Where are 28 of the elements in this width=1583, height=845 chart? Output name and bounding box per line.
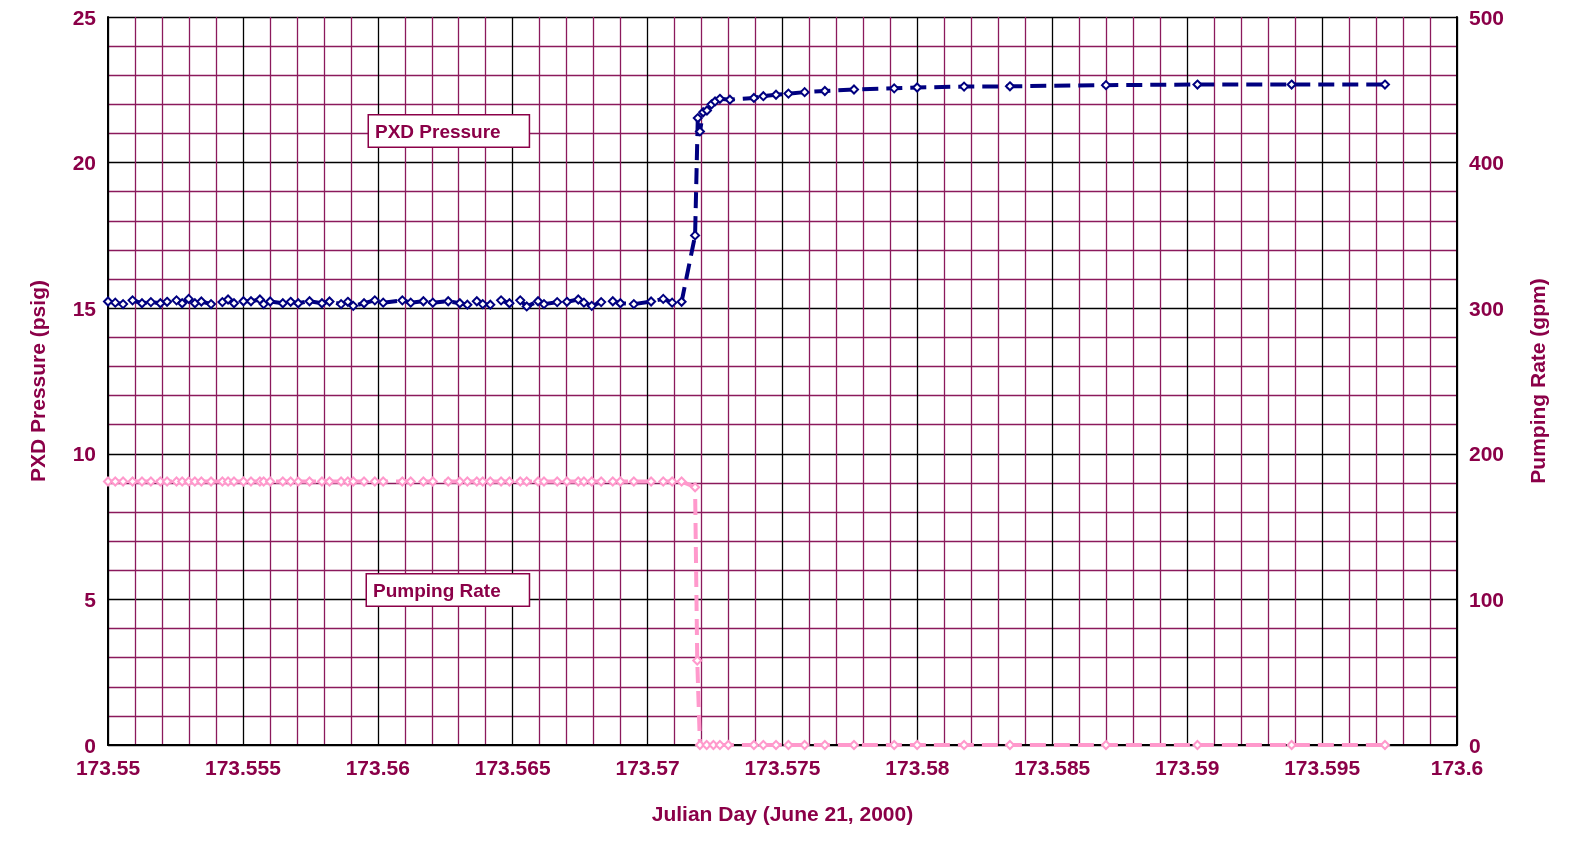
y2-tick-label: 100 [1469, 587, 1505, 611]
y2-tick-label: 0 [1469, 733, 1481, 757]
y-axis-title: PXD Pressure (psig) [26, 280, 49, 482]
y-tick-label: 10 [72, 442, 96, 466]
y-tick-label: 0 [84, 733, 96, 757]
y2-tick-label: 500 [1469, 5, 1505, 29]
annotation: Pumping Rate [373, 579, 501, 601]
y2-axis-title: Pumping Rate (gpm) [1526, 278, 1549, 484]
y2-tick-label: 200 [1469, 442, 1505, 466]
x-tick-label: 173.55 [75, 756, 141, 779]
x-tick-label: 173.555 [204, 756, 282, 779]
y2-tick-label: 300 [1469, 296, 1505, 320]
y-tick-label: 5 [84, 587, 97, 611]
x-tick-label: 173.56 [345, 756, 410, 779]
x-tick-label: 173.595 [1284, 756, 1361, 779]
y-tick-label: 25 [72, 5, 97, 29]
x-tick-label: 173.6 [1430, 756, 1484, 779]
x-tick-label: 173.585 [1014, 756, 1091, 779]
y-tick-label: 15 [72, 296, 97, 320]
y2-tick-label: 400 [1469, 151, 1505, 175]
annotation: PXD Pressure [375, 120, 501, 142]
x-tick-label: 173.58 [885, 756, 950, 779]
x-axis-title: Julian Day (June 21, 2000) [651, 802, 914, 825]
y-tick-label: 20 [72, 151, 96, 175]
x-tick-label: 173.565 [474, 756, 551, 779]
x-tick-label: 173.59 [1155, 756, 1220, 779]
x-tick-label: 173.575 [744, 756, 821, 779]
x-tick-label: 173.57 [615, 756, 680, 779]
